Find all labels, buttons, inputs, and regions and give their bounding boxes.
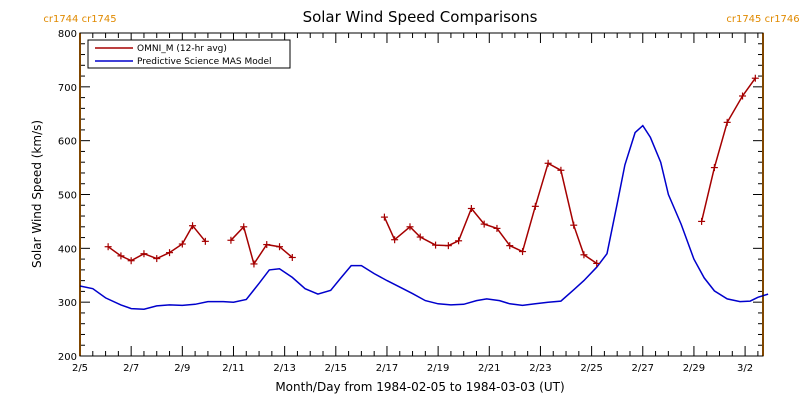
omni-data-point — [544, 159, 552, 167]
omni-data-point — [710, 164, 718, 172]
x-tick-label: 2/9 — [174, 363, 190, 374]
omni-data-point — [276, 243, 284, 251]
x-tick-label: 2/21 — [478, 363, 500, 374]
omni-data-point — [380, 213, 388, 221]
omni-data-point — [723, 118, 731, 126]
legend: OMNI_M (12-hr avg) Predictive Science MA… — [87, 39, 291, 69]
omni-data-point — [432, 241, 440, 249]
plot-frame — [79, 32, 764, 357]
x-tick-label: 2/17 — [376, 363, 398, 374]
x-axis-title: Month/Day from 1984-02-05 to 1984-03-03 … — [275, 380, 564, 394]
omni-data-point — [570, 221, 578, 229]
y-axis-title: Solar Wind Speed (km/s) — [30, 120, 44, 268]
series-layer — [79, 74, 769, 310]
x-tick-label: 2/25 — [580, 363, 602, 374]
omni-data-point — [444, 242, 452, 250]
omni-data-point — [493, 224, 501, 232]
x-tick-label: 2/13 — [273, 363, 295, 374]
omni-series-segment — [700, 77, 756, 222]
rotation-labels: cr1744 cr1745 cr1745 cr1746 — [43, 14, 799, 25]
omni-data-point — [593, 259, 601, 267]
y-tick-label: 200 — [58, 352, 77, 363]
y-tick-label: 600 — [58, 137, 77, 148]
omni-data-point — [391, 236, 399, 244]
omni-data-point — [531, 202, 539, 210]
axis-ticks — [79, 32, 763, 357]
omni-data-point — [739, 92, 747, 100]
omni-data-point — [127, 257, 135, 265]
y-tick-label: 500 — [58, 191, 77, 202]
x-tick-labels: 2/5 2/7 2/9 2/11 2/13 2/15 2/17 2/19 2/21 2/23 2/2… — [72, 363, 753, 374]
omni-data-point — [227, 236, 235, 244]
omni-data-point — [557, 166, 565, 174]
omni-data-point — [166, 249, 174, 257]
x-tick-label: 3/2 — [737, 363, 753, 374]
y-tick-label: 700 — [58, 83, 77, 94]
omni-data-point — [506, 242, 514, 250]
legend-label-model: Predictive Science MAS Model — [137, 57, 272, 67]
omni-data-point — [698, 217, 706, 225]
omni-data-point — [288, 253, 296, 261]
rotation-label: cr1744 cr1745 — [43, 14, 116, 25]
x-tick-label: 2/19 — [427, 363, 449, 374]
omni-data-point — [178, 240, 186, 248]
omni-data-point — [117, 252, 125, 260]
omni-data-point — [250, 260, 258, 268]
omni-data-point — [201, 237, 209, 245]
omni-series-segment — [383, 162, 598, 265]
y-tick-label: 800 — [58, 29, 77, 40]
x-tick-label: 2/11 — [222, 363, 244, 374]
rotation-boundaries — [79, 33, 764, 356]
omni-data-point — [751, 74, 759, 82]
x-tick-label: 2/29 — [683, 363, 705, 374]
model-series-line — [79, 124, 769, 310]
omni-data-point — [406, 223, 414, 231]
omni-data-point — [104, 243, 112, 251]
x-tick-label: 2/23 — [529, 363, 551, 374]
y-tick-label: 400 — [58, 244, 77, 255]
legend-box — [87, 39, 291, 69]
omni-data-point — [140, 250, 148, 258]
rotation-label: cr1745 cr1746 — [726, 14, 799, 25]
omni-data-point — [189, 222, 197, 230]
y-tick-label: 300 — [58, 298, 77, 309]
omni-data-point — [263, 241, 271, 249]
x-tick-label: 2/7 — [123, 363, 139, 374]
omni-data-point — [467, 204, 475, 212]
omni-data-point — [153, 255, 161, 263]
omni-data-point — [480, 220, 488, 228]
x-tick-label: 2/15 — [325, 363, 347, 374]
legend-label-omni: OMNI_M (12-hr avg) — [137, 44, 227, 54]
omni-data-point — [455, 237, 463, 245]
omni-data-point — [580, 251, 588, 259]
y-tick-labels: 200 300 400 500 600 700 800 — [58, 29, 77, 363]
omni-data-point — [519, 248, 527, 256]
omni-series-segment — [230, 225, 293, 266]
x-tick-label: 2/27 — [632, 363, 654, 374]
x-tick-label: 2/5 — [72, 363, 88, 374]
chart-title: Solar Wind Speed Comparisons — [303, 8, 538, 26]
omni-data-point — [416, 233, 424, 241]
omni-data-point — [240, 223, 248, 231]
